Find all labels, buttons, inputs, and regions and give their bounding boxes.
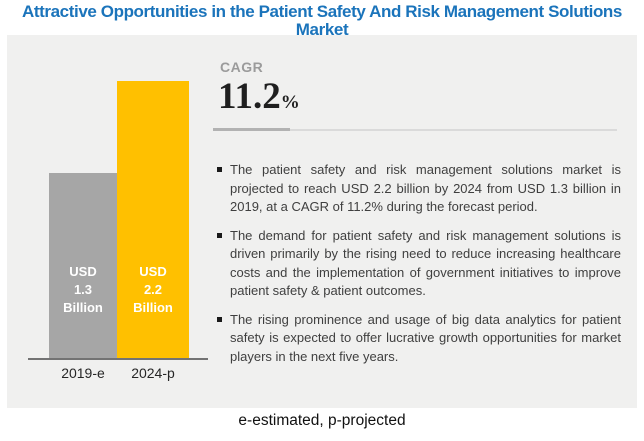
divider-accent-segment — [213, 128, 290, 131]
bullet-square-icon — [217, 316, 222, 322]
x-tick-2019: 2019-e — [61, 365, 105, 381]
bar-2024-value-line2: 2.2 — [143, 282, 163, 297]
list-item: The rising prominence and usage of big d… — [217, 311, 621, 367]
content-panel: USD 1.3 Billion USD 2.2 Billion 2019-e 2… — [7, 35, 637, 408]
cagr-number: 11.2 — [218, 76, 281, 117]
bullet-square-icon — [217, 232, 222, 238]
footnote: e-estimated, p-projected — [238, 412, 406, 429]
bar-2024-value-label: USD 2.2 Billion — [117, 263, 189, 317]
bar-2024-value-line3: Billion — [133, 300, 173, 315]
bar-2024-value-line1: USD — [139, 264, 167, 279]
bar-2019-value-label: USD 1.3 Billion — [49, 263, 117, 317]
x-axis-line — [28, 358, 208, 360]
bar-2019-value-line3: Billion — [63, 300, 103, 315]
bullet-square-icon — [217, 167, 222, 172]
list-item: The patient safety and risk management s… — [217, 161, 621, 217]
list-item-text: The demand for patient safety and risk m… — [230, 227, 621, 299]
page-title-line1: Attractive Opportunities in the Patient … — [22, 2, 622, 21]
cagr-label: CAGR — [220, 59, 264, 75]
cagr-value: 11.2% — [218, 76, 300, 121]
list-item-text: The patient safety and risk management s… — [230, 162, 621, 214]
page-title-line2: Market — [295, 19, 349, 39]
bar-2019-value-line1: USD — [69, 264, 97, 279]
list-item: The demand for patient safety and risk m… — [217, 227, 621, 301]
page-title: Attractive Opportunities in the Patient … — [0, 3, 644, 38]
key-points-list: The patient safety and risk management s… — [217, 161, 621, 376]
list-item-text: The rising prominence and usage of big d… — [230, 311, 621, 364]
bar-2019 — [49, 173, 117, 358]
x-tick-2024: 2024-p — [131, 365, 175, 381]
bar-2024 — [117, 81, 189, 358]
cagr-percent-sign: % — [280, 92, 300, 113]
bar-2019-value-line2: 1.3 — [73, 282, 93, 297]
market-size-bar-chart: USD 1.3 Billion USD 2.2 Billion 2019-e 2… — [7, 35, 637, 408]
divider-line — [290, 129, 617, 131]
